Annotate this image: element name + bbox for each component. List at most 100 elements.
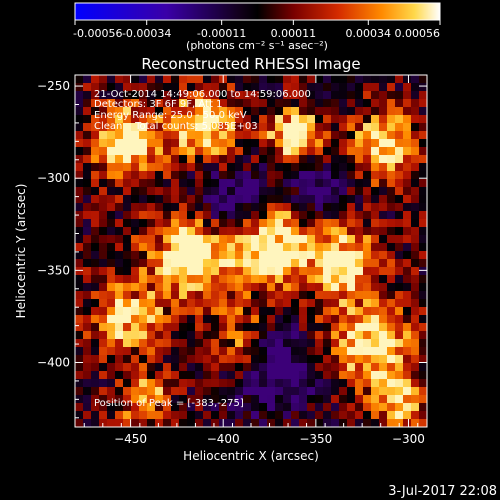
heatmap-cell [347, 259, 356, 268]
heatmap-cell [91, 203, 100, 212]
heatmap-cell [379, 259, 388, 268]
heatmap-cell [155, 131, 164, 140]
heatmap-cell [291, 275, 300, 284]
heatmap-cell [75, 323, 84, 332]
heatmap-cell [155, 291, 164, 300]
heatmap-cell [219, 267, 228, 276]
heatmap-cell [251, 379, 260, 388]
heatmap-cell [171, 267, 180, 276]
heatmap-cell [107, 291, 116, 300]
heatmap-cell [163, 371, 172, 380]
heatmap-cell [411, 299, 420, 308]
heatmap-cell [403, 227, 412, 236]
heatmap-cell [267, 291, 276, 300]
heatmap-cell [275, 91, 284, 100]
annotation-detectors: Detectors: 3F 6F 9F, Att 1 [94, 99, 222, 110]
heatmap-cell [299, 243, 308, 252]
heatmap-cell [339, 267, 348, 276]
heatmap-cell [291, 91, 300, 100]
heatmap-cell [259, 227, 268, 236]
heatmap-cell [403, 243, 412, 252]
heatmap-cell [347, 211, 356, 220]
heatmap-cell [275, 83, 284, 92]
heatmap-cell [339, 91, 348, 100]
heatmap-cell [75, 179, 84, 188]
heatmap-cell [363, 323, 372, 332]
heatmap-cell [275, 227, 284, 236]
heatmap-cell [283, 419, 292, 427]
heatmap-cell [131, 203, 140, 212]
heatmap-cell [179, 163, 188, 172]
heatmap-cell [275, 155, 284, 164]
heatmap-cell [283, 355, 292, 364]
heatmap-cell [83, 99, 92, 108]
heatmap-cell [371, 123, 380, 132]
heatmap-cell [235, 291, 244, 300]
heatmap-cell [339, 147, 348, 156]
heatmap-cell [91, 163, 100, 172]
heatmap-cell [227, 131, 236, 140]
heatmap-cell [235, 195, 244, 204]
heatmap-cell [123, 411, 132, 420]
heatmap-cell [243, 291, 252, 300]
heatmap-cell [387, 155, 396, 164]
heatmap-cell [411, 331, 420, 340]
heatmap-cell [299, 363, 308, 372]
heatmap-cell [251, 395, 260, 404]
heatmap-cell [419, 267, 427, 276]
heatmap-cell [163, 355, 172, 364]
heatmap-cell [243, 315, 252, 324]
heatmap-cell [227, 395, 236, 404]
heatmap-cell [411, 403, 420, 412]
heatmap-cell [275, 131, 284, 140]
heatmap-cell [331, 307, 340, 316]
heatmap-cell [371, 411, 380, 420]
heatmap-cell [339, 99, 348, 108]
heatmap-cell [403, 275, 412, 284]
heatmap-cell [179, 339, 188, 348]
heatmap-cell [115, 131, 124, 140]
heatmap-cell [371, 419, 380, 427]
heatmap-cell [179, 243, 188, 252]
heatmap-cell [251, 355, 260, 364]
heatmap-cell [371, 251, 380, 260]
heatmap-cell [331, 267, 340, 276]
heatmap-cell [91, 419, 100, 427]
heatmap-cell [163, 195, 172, 204]
heatmap-cell [259, 155, 268, 164]
heatmap-cell [355, 227, 364, 236]
heatmap-cell [219, 99, 228, 108]
heatmap-cell [203, 355, 212, 364]
heatmap-cell [419, 259, 427, 268]
heatmap-cell [299, 171, 308, 180]
heatmap-cell [187, 131, 196, 140]
heatmap-cell [411, 355, 420, 364]
heatmap-cell [123, 139, 132, 148]
heatmap-cell [339, 227, 348, 236]
heatmap-cell [323, 299, 332, 308]
heatmap-cell [267, 347, 276, 356]
heatmap-cell [307, 291, 316, 300]
chart-title: Reconstructed RHESSI Image [141, 55, 360, 73]
heatmap-cell [171, 83, 180, 92]
heatmap-cell [75, 235, 84, 244]
heatmap-cell [83, 171, 92, 180]
heatmap-cell [179, 403, 188, 412]
heatmap-cell [91, 411, 100, 420]
colorbar-tick-label: -0.00056 [73, 27, 122, 40]
heatmap-cell [331, 355, 340, 364]
heatmap-cell [411, 371, 420, 380]
heatmap-cell [91, 123, 100, 132]
heatmap-cell [291, 291, 300, 300]
heatmap-cell [211, 371, 220, 380]
heatmap-cell [259, 83, 268, 92]
heatmap-cell [211, 339, 220, 348]
heatmap-cell [371, 155, 380, 164]
heatmap-cell [147, 163, 156, 172]
heatmap-cell [155, 275, 164, 284]
heatmap-cell [235, 355, 244, 364]
heatmap-cell [395, 195, 404, 204]
heatmap-cell [283, 131, 292, 140]
heatmap-cell [115, 195, 124, 204]
